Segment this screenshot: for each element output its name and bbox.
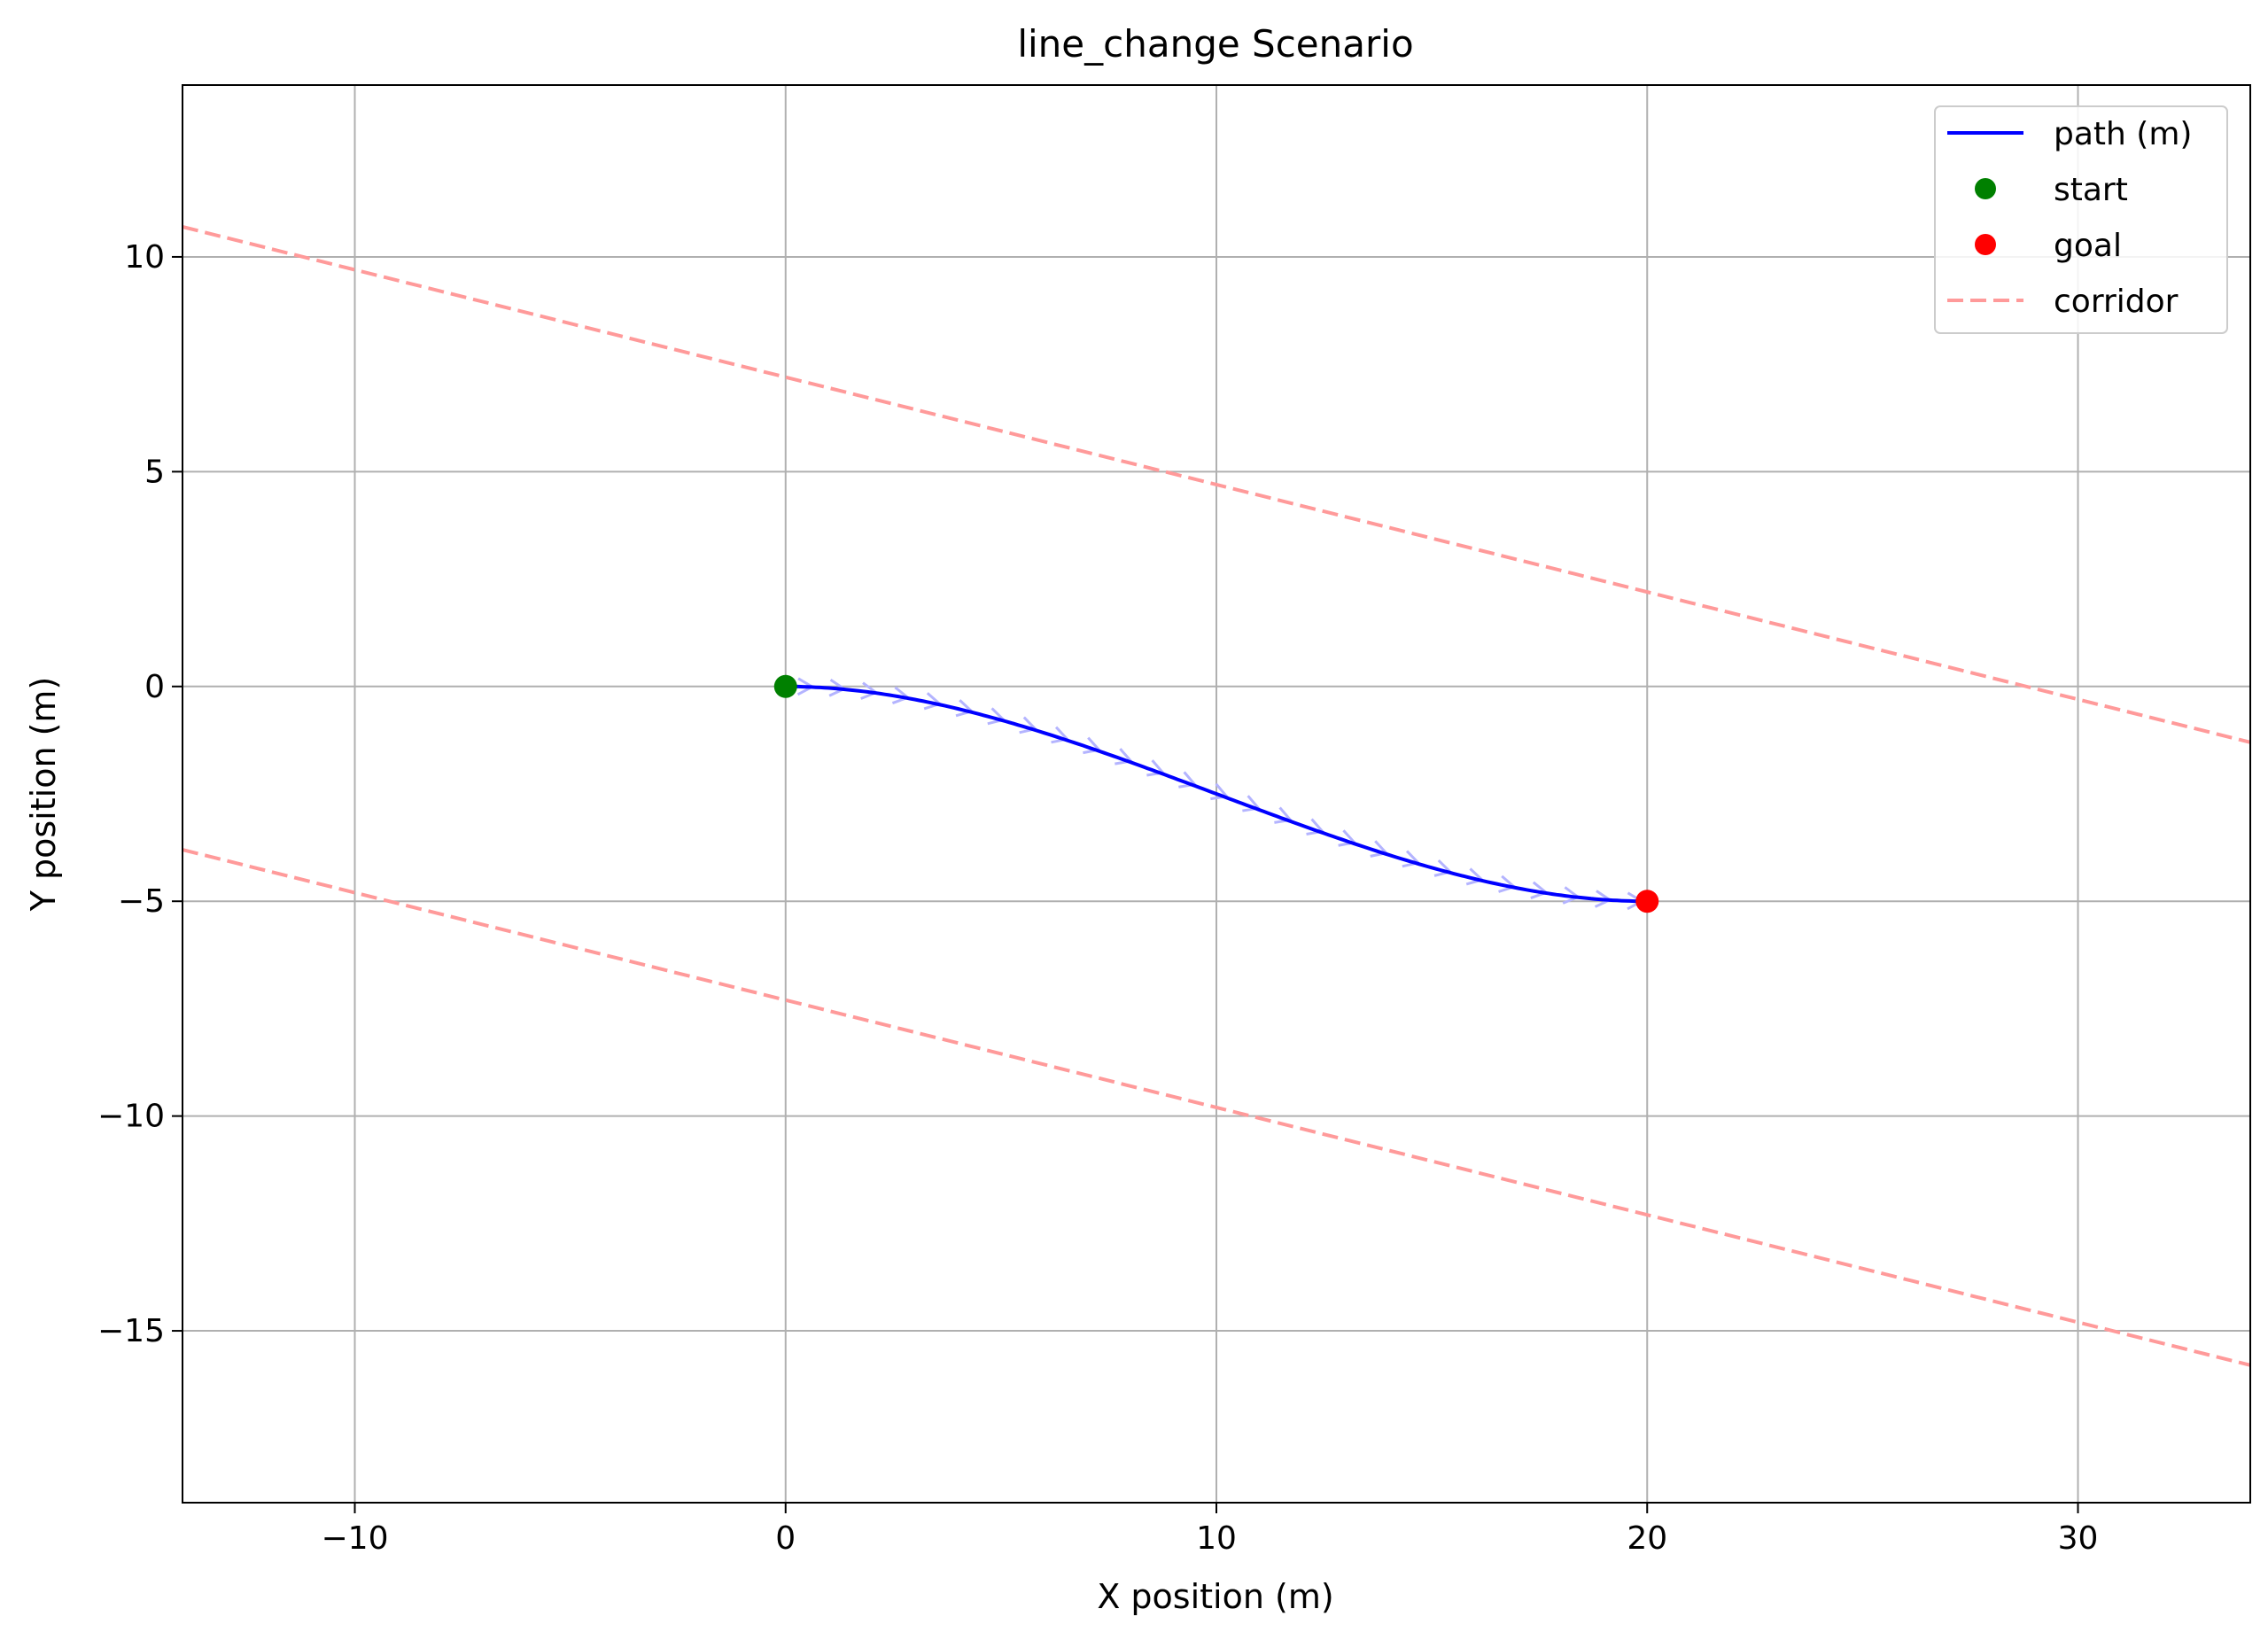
start-marker <box>773 674 797 698</box>
legend: path (m) start goal corridor <box>1934 105 2228 334</box>
y-tick-label: 10 <box>124 239 165 276</box>
legend-label: goal <box>2054 228 2122 264</box>
legend-swatch-marker <box>1975 178 1996 199</box>
x-tick-label: 0 <box>775 1520 796 1557</box>
legend-box <box>1934 105 2228 334</box>
grid-lines <box>183 85 2250 1503</box>
x-tick-label: 30 <box>2058 1520 2099 1557</box>
x-axis-ticks: −10 0 10 20 30 <box>322 1503 2099 1557</box>
path-line <box>785 684 1648 904</box>
x-tick-label: 20 <box>1627 1520 1667 1557</box>
point-markers <box>773 674 1659 913</box>
corridor-line <box>182 848 2251 1367</box>
y-tick-label: −5 <box>118 883 165 920</box>
corridor-lines <box>182 225 2251 1367</box>
y-tick-label: −15 <box>97 1313 165 1349</box>
y-axis-label: Y position (m) <box>24 677 63 913</box>
y-tick-label: 5 <box>144 454 165 490</box>
legend-label: corridor <box>2054 284 2179 320</box>
path-series <box>785 684 1648 904</box>
y-tick-label: −10 <box>97 1099 165 1135</box>
legend-label: path (m) <box>2054 116 2192 152</box>
chart-title: line_change Scenario <box>1017 22 1413 66</box>
x-tick-label: 10 <box>1196 1520 1237 1557</box>
goal-marker <box>1635 890 1659 913</box>
x-tick-label: −10 <box>322 1520 389 1557</box>
legend-swatch-marker <box>1975 234 1996 255</box>
y-axis-ticks: 10 5 0 −5 −10 −15 <box>97 239 183 1349</box>
x-axis-label: X position (m) <box>1097 1577 1333 1616</box>
legend-label: start <box>2054 172 2128 208</box>
y-tick-label: 0 <box>144 669 165 705</box>
corridor-line <box>182 225 2251 744</box>
